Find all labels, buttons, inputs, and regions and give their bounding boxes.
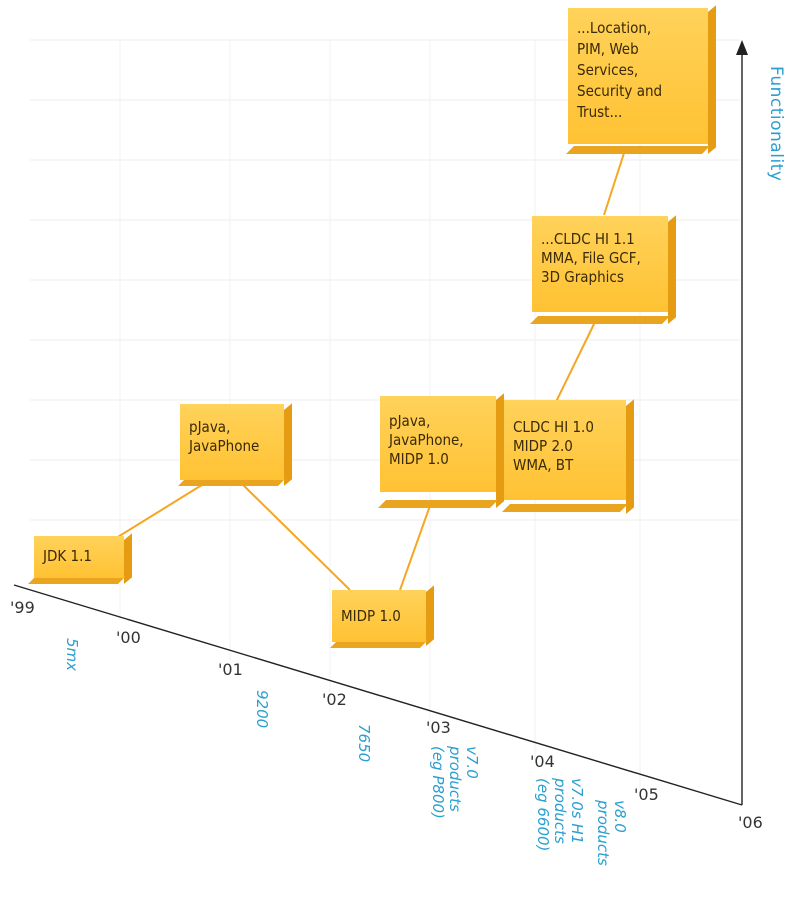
connector-jdk-pjava1 [99,474,219,549]
box-side [708,5,716,155]
year-label-05: '05 [634,785,659,804]
connector-pjava1-midp1 [235,477,351,591]
product-label-v70: v7.0 products (eg P800) [429,746,481,819]
year-label-99: '99 [10,598,35,617]
node-pjava2: pJava, JavaPhone, MIDP 1.0 [380,396,496,492]
node-jdk: JDK 1.1 [34,536,124,578]
box-side [426,585,434,646]
product-label-9200: 9200 [253,690,271,729]
connector-cldc10-cldc11 [552,321,596,409]
box-side [284,403,292,486]
box-side [378,500,498,508]
y-axis-arrow-icon [736,40,748,55]
node-cldc11: ...CLDC HI 1.1 MMA, File GCF, 3D Graphic… [532,216,668,312]
node-midp1: MIDP 1.0 [332,590,426,642]
connector-cldc11-location [603,149,626,216]
box-side [496,393,504,508]
box-side [502,504,628,512]
product-label-7650: 7650 [355,724,373,763]
year-label-01: '01 [218,660,243,679]
x-axis-line [13,584,743,806]
y-axis-label: Functionality [766,66,786,182]
box-side [530,316,670,324]
product-label-v80: v8.0 products [594,800,629,866]
product-label-v70s: v7.0s H1 products (eg 6600) [534,778,586,852]
node-pjava1: pJava, JavaPhone [180,404,284,480]
box-side [626,399,634,514]
box-side [668,215,676,324]
connector-midp1-pjava2 [399,499,433,591]
year-label-06: '06 [738,813,763,832]
box-side [566,146,710,154]
product-label-5mx: 5mx [63,638,81,672]
year-label-03: '03 [426,718,451,737]
year-label-04: '04 [530,752,555,771]
year-label-02: '02 [322,690,347,709]
year-label-00: '00 [116,628,141,647]
node-location: ...Location, PIM, Web Services, Security… [568,8,708,144]
node-cldc10: CLDC HI 1.0 MIDP 2.0 WMA, BT [504,400,626,500]
